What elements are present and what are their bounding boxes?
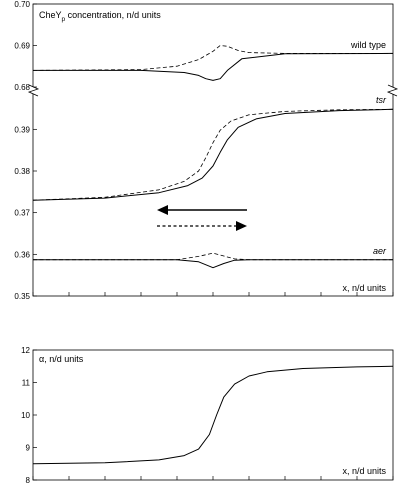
wild-type-dashed-line — [32, 45, 393, 71]
tsr-solid-line — [32, 108, 394, 201]
top-y-tick-label: 0.38 — [14, 167, 30, 176]
alpha-solid-line — [32, 365, 394, 465]
bottom-y-tick-label: 11 — [22, 379, 31, 388]
label-tsr: tsr — [376, 95, 387, 105]
bottom-y-axis-label: α, n/d units — [39, 354, 84, 364]
top-y-tick-label: 0.70 — [14, 0, 30, 9]
top-y-tick-label: 0.39 — [14, 125, 30, 134]
bottom-y-tick-label: 12 — [21, 346, 30, 355]
dashed-arrow-right — [157, 221, 247, 231]
label-aer: aer — [373, 246, 387, 256]
top-x-axis-label: x, n/d units — [342, 283, 386, 293]
solid-arrow-left — [157, 205, 247, 215]
top-y-tick-label: 0.35 — [14, 292, 30, 301]
aer-solid-line — [33, 259, 393, 269]
top-y-tick-label: 0.69 — [14, 42, 30, 51]
aer-dashed-line — [33, 252, 393, 261]
bottom-x-axis-label: x, n/d units — [342, 466, 386, 476]
axis-break-right — [386, 84, 399, 97]
bottom-y-tick-label: 9 — [26, 444, 31, 453]
top-y-axis-label: CheYp concentration, n/d units — [39, 10, 161, 23]
top-y-tick-label: 0.37 — [14, 209, 30, 218]
bottom-y-tick-label: 10 — [21, 411, 30, 420]
wild-type-solid-line — [33, 52, 394, 81]
top-y-tick-label: 0.68 — [14, 83, 30, 92]
bottom-y-tick-label: 8 — [26, 476, 31, 484]
bottom-chart-frame — [32, 349, 394, 481]
tsr-dashed-line — [32, 108, 394, 201]
label-wild-type: wild type — [350, 40, 386, 50]
top-y-tick-label: 0.36 — [14, 250, 30, 259]
top-chart-frame — [32, 3, 394, 297]
